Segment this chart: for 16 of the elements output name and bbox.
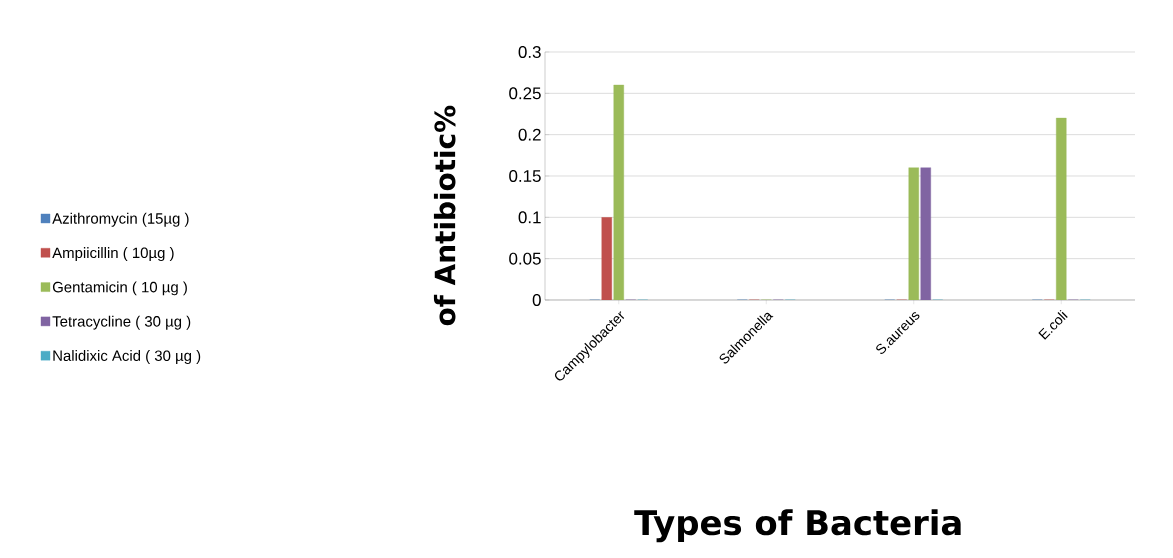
y-tick-label: 0.05 bbox=[509, 252, 541, 265]
y-tick-label: 0.2 bbox=[518, 128, 541, 141]
legend-label: Gentamicin ( 10 µg ) bbox=[52, 281, 187, 296]
legend-label: Nalidixic Acid ( 30 µg ) bbox=[53, 350, 201, 364]
legend-label: Ampiicillin ( 10µg ) bbox=[52, 247, 174, 262]
bar bbox=[601, 217, 612, 300]
y-tick-label: 0.3 bbox=[518, 45, 541, 58]
y-tick-label: 0 bbox=[532, 293, 541, 306]
x-axis-title: Types of Bacteria bbox=[634, 509, 961, 543]
y-tick-label: 0.25 bbox=[509, 87, 541, 100]
y-tick-label: 0.15 bbox=[509, 169, 541, 182]
y-tick-label: 0.1 bbox=[518, 211, 541, 224]
legend-label: Azithromycin (15µg ) bbox=[52, 212, 189, 227]
y-axis-title: of Antibiotic% bbox=[433, 105, 456, 326]
bar bbox=[920, 167, 931, 300]
legend-label: Tetracycline ( 30 µg ) bbox=[52, 315, 191, 330]
